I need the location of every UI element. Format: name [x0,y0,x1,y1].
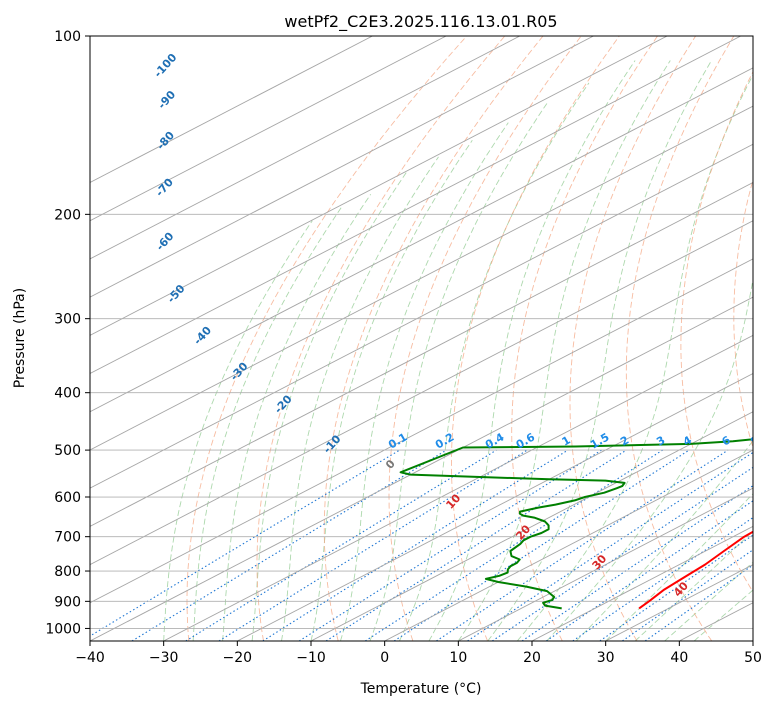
mixing-ratio-line [185,449,497,641]
mixing-ratio-line [436,449,729,641]
y-tick-label: 600 [54,490,81,506]
dry-adiabat-line [323,36,544,641]
series-line [399,438,753,610]
moist-adiabat-line [575,439,753,641]
moist-adiabat-line [487,60,712,641]
moist-adiabat-line [457,60,671,641]
x-tick-label: 10 [449,650,467,666]
x-tick-label: 50 [744,650,762,666]
dry-adiabat-line [186,36,468,641]
isotherm-line [90,220,753,566]
isotherm-line [310,411,753,641]
y-axis-label: Pressure (hPa) [12,288,28,388]
isotherm-line [90,105,753,451]
isotherm-line [163,334,753,641]
dry-adiabat-line [256,36,506,641]
y-axis-ticks: 100 200 300 400 500 600 700 800 900 1000 [45,29,90,637]
y-tick-label: 1000 [45,621,81,637]
skewed-isotherms [90,36,753,641]
mixing-ratio-line [521,485,753,641]
x-tick-label: 30 [597,650,615,666]
plot-area: 0.10.20.40.611.52346810131620253036-100-… [90,36,761,641]
moist-adiabats [163,60,753,641]
y-tick-label: 900 [54,594,81,610]
isotherm-line [237,373,753,641]
mixing-ratio-line [644,564,753,641]
x-tick-label: −30 [149,650,179,666]
moist-adiabat-line [605,493,753,641]
plot-frame [89,35,754,642]
x-tick-label: −20 [223,650,253,666]
isotherm-line [90,143,753,489]
mixing-ratio-line [572,516,753,641]
isotherm-line [90,36,373,184]
mixing-ratio-line [325,449,627,641]
mixing-ratio-line [599,534,753,641]
y-tick-label: 100 [54,29,81,45]
y-tick-label: 500 [54,443,81,459]
moist-adiabat-line [369,103,548,641]
mixing-ratio-line [622,549,753,641]
moist-adiabat-line [546,277,753,641]
y-tick-label: 700 [54,530,81,546]
isotherm-line [384,449,753,641]
mixing-ratio-label: 8 [748,434,761,449]
x-tick-label: 0 [380,650,389,666]
isotherm-line [531,525,753,641]
mixing-ratio-line [262,449,569,641]
isotherm-line [90,36,741,375]
x-tick-label: −10 [296,650,326,666]
y-tick-label: 400 [54,386,81,402]
dry-adiabat-line [733,178,753,450]
dry-adiabat-line [451,36,620,641]
mixing-ratio-line [218,449,528,641]
moist-adiabat-line [222,194,372,641]
mixing-ratio-line [298,449,602,641]
moist-adiabat-line [428,60,636,641]
x-axis-ticks: −40 −30 −20 −10 0 10 20 30 40 50 [75,641,762,666]
isotherm-line [90,36,668,336]
profile-lines [399,438,753,610]
x-tick-label: 40 [670,650,688,666]
dry-adiabat-line [680,70,753,593]
moist-adiabat-line [340,122,509,641]
moist-adiabat-line [398,82,590,641]
x-tick-label: −40 [75,650,105,666]
mixing-ratio-line [467,451,753,641]
moist-adiabat-line [281,156,439,641]
isotherm-line [90,258,753,604]
y-tick-label: 800 [54,564,81,580]
isotherm-line [90,36,520,260]
isotherm-line [90,67,753,413]
moist-adiabat-line [693,589,753,641]
y-tick-label: 300 [54,312,81,328]
isotherm-line [458,487,753,641]
pressure-gridlines [90,36,753,629]
dry-adiabat-line [511,36,658,641]
y-tick-label: 200 [54,207,81,223]
moist-adiabat-line [163,220,313,641]
isotherm-line [90,36,447,222]
isotherm-line [90,181,753,527]
moist-adiabat-line [192,207,342,641]
dry-adiabat-line [569,36,696,641]
x-tick-label: 20 [523,650,541,666]
isotherm-line [90,36,594,298]
chart-title: wetPf2_C2E3.2025.116.13.01.R05 [284,12,557,32]
isotherm-line [90,296,753,641]
x-axis-label: Temperature (°C) [360,681,482,697]
